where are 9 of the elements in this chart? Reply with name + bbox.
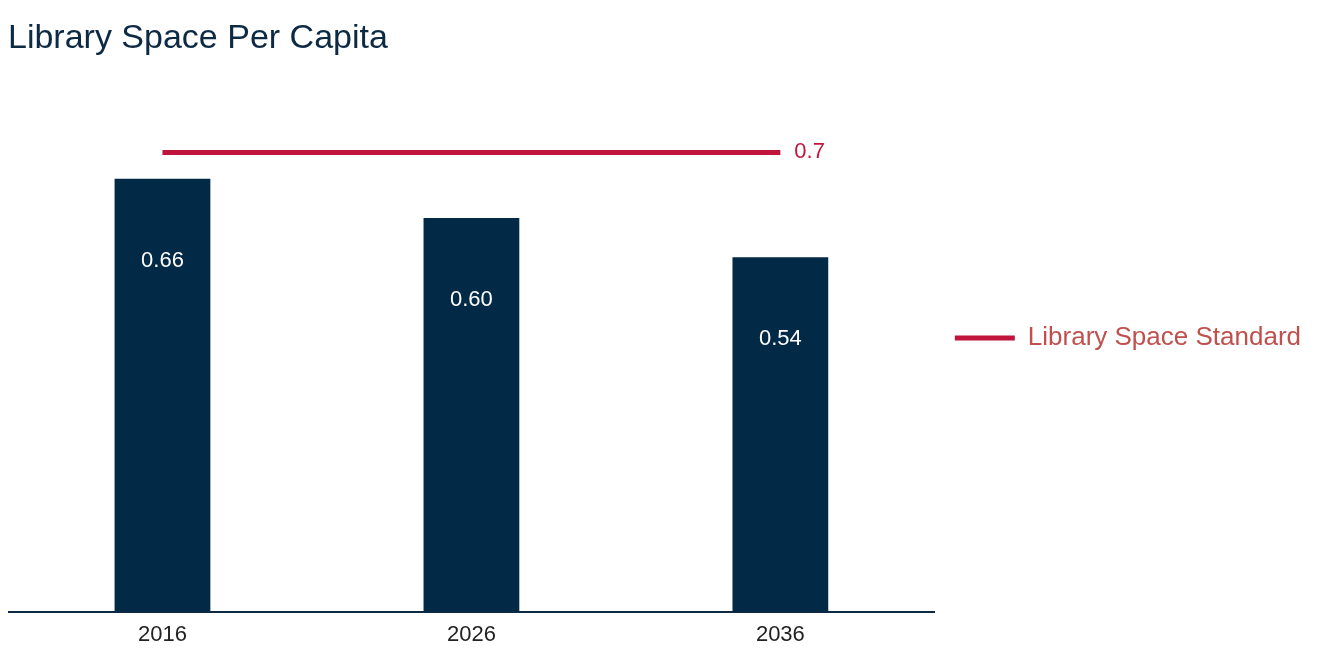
data-label: 0.7	[794, 138, 825, 164]
chart-title: Library Space Per Capita	[8, 16, 388, 55]
data-label: 0.60	[450, 286, 493, 312]
x-tick-label: 2036	[755, 620, 805, 646]
data-label: 0.66	[141, 246, 184, 272]
data-label: 0.54	[758, 325, 802, 351]
x-tick-label: 2016	[138, 620, 187, 646]
x-tick-label: 2026	[446, 620, 496, 646]
legend-label: Library Space Standard	[1027, 321, 1302, 352]
